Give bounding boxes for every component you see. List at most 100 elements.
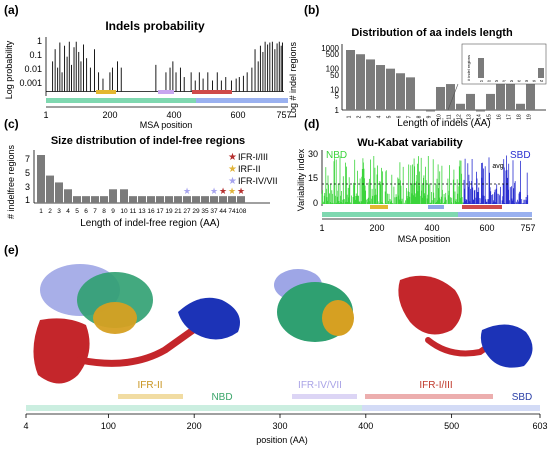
panel-c-bars <box>37 155 245 203</box>
panel-b-xtick: 4 <box>377 115 383 118</box>
panel-c-ytick-7: 7 <box>25 154 30 164</box>
panel-b-ylabel: Log # indel regions <box>288 41 298 118</box>
panel-e-ifr4-label: IFR-IV/VII <box>298 380 342 391</box>
panel-b-xtick: 18 <box>517 114 523 120</box>
panel-d-xtick-1: 1 <box>319 223 324 233</box>
panel-d-xtick-400: 400 <box>424 223 439 233</box>
panel-c-ylabel: # indelfree regions <box>6 144 16 219</box>
panel-c-ytick-3: 3 <box>25 182 30 192</box>
panel-b-inset-xtick: 35 <box>525 79 529 83</box>
panel-b-bar <box>446 84 455 110</box>
panel-c-xtick: 37 <box>210 208 218 215</box>
panel-e-nbd-label: NBD <box>211 392 232 403</box>
panel-c-xtick: 13 <box>138 208 146 215</box>
panel-b-ytick: 1 <box>335 106 340 115</box>
panel-e-tick-label: 200 <box>187 421 202 431</box>
panel-b-xtick: 14 <box>477 114 483 120</box>
panel-b-bar <box>386 68 395 110</box>
panel-b-bar <box>496 79 505 110</box>
panel-b-xtick: 7 <box>407 115 413 118</box>
panel-a-xtick-757: 757 <box>276 110 291 120</box>
panel-c-bar <box>156 196 164 203</box>
panel-b-xtick: 17 <box>507 114 513 120</box>
panel-a-ytick-4: 0.001 <box>19 78 42 88</box>
legend-ifr47-label: IFR-IV/VII <box>238 176 278 186</box>
panel-d-nbd-bar <box>322 212 458 217</box>
panel-a-nbd-bar <box>46 98 196 103</box>
panel-c-xtick: 4 <box>66 208 70 215</box>
panel-c-xtick: 1 <box>39 208 43 215</box>
panel-b-xtick: 2 <box>357 115 363 118</box>
panel-a-xtick-600: 600 <box>230 110 245 120</box>
panel-b-bar <box>466 93 475 110</box>
panel-c-stars: ★ ★ ★ ★ ★ <box>183 186 245 196</box>
panel-c-xtick: 108 <box>236 208 247 215</box>
panel-b-ytick: 50 <box>330 71 339 80</box>
panel-e-ifr1-bar <box>365 394 493 399</box>
structure-3-linker-helix <box>425 335 503 357</box>
panel-c-bar <box>192 196 200 203</box>
panel-a-title: Indels probability <box>105 19 205 33</box>
panel-c-star: ★ <box>183 186 191 196</box>
panel-b-xtick: 6 <box>397 115 403 118</box>
panel-a-ifr4-mark <box>158 90 174 94</box>
panel-c-bar <box>219 196 227 203</box>
panel-e-ticks: 4 100 200 300 400 500 603 <box>23 414 548 431</box>
panel-c-bar <box>73 196 81 203</box>
protein-structure-full <box>33 264 240 384</box>
panel-c-xtick: 10 <box>120 208 128 215</box>
panel-b-inset-xtick: 54 <box>540 79 544 83</box>
protein-structure-sbd <box>398 275 533 368</box>
panel-c: (c) Size distribution of indel-free regi… <box>4 117 278 229</box>
panel-b-xtick: 12 <box>457 114 463 120</box>
panel-b-inset-ylabel: # indel regions <box>466 55 471 81</box>
panel-d-ifr1-mark <box>462 205 502 209</box>
panel-c-xtick: 8 <box>102 208 106 215</box>
structure-1-ifr2-region <box>93 302 137 334</box>
panel-c-ytick-1: 1 <box>25 195 30 205</box>
panel-b-bar <box>346 50 355 110</box>
panel-c-bar <box>129 196 137 203</box>
panel-b-inset-xtick: 36 <box>532 79 536 83</box>
panel-e-ifr2-label: IFR-II <box>138 380 163 391</box>
panel-b-bar <box>366 59 375 110</box>
panel-e-sbd-bar <box>362 405 540 411</box>
panel-b-xtick: 16 <box>497 114 503 120</box>
panel-b-bar <box>436 86 445 110</box>
panel-b-xtick: 9 <box>427 115 433 118</box>
panel-b-bar <box>376 65 385 110</box>
panel-c-bar <box>174 196 182 203</box>
panel-d-series-nbd <box>321 156 464 204</box>
panel-b-xtick: 5 <box>387 115 393 118</box>
panel-b-inset-xtick: 32 <box>517 79 521 83</box>
panel-b-ytick: 500 <box>326 50 340 59</box>
panel-c-xtick: 11 <box>130 208 137 215</box>
panel-c-xtick: 35 <box>201 208 209 215</box>
structure-3-ifr1-sheet <box>398 275 462 335</box>
panel-d: (d) Wu-Kabat variability Variability ind… <box>296 117 536 244</box>
legend-irf2-label: IRF-II <box>238 164 261 174</box>
panel-b-xtick: 19 <box>527 114 533 120</box>
panel-c-legend: ★ IFR-I/III ★ IRF-II ★ IFR-IV/VII <box>228 152 278 187</box>
panel-d-nbd-label: NBD <box>326 150 347 161</box>
panel-e-ifr4-bar <box>292 394 357 399</box>
panel-b-xtick: 1 <box>347 115 353 118</box>
panel-d-avg-label: avg <box>492 163 503 170</box>
panel-c-bar <box>100 196 108 203</box>
protein-structure-nbd <box>274 269 354 342</box>
panel-d-ifr2-mark <box>370 205 388 209</box>
panel-b-inset-xtick: 23 <box>487 79 491 83</box>
panel-b-label: (b) <box>304 3 319 17</box>
panel-c-bar <box>228 196 236 203</box>
structure-1-linker-helix <box>76 314 214 367</box>
panel-b-bar <box>426 110 435 112</box>
panel-c-bar <box>37 155 45 203</box>
panel-b-inset-bar <box>538 68 544 78</box>
panel-b-bars <box>346 50 535 112</box>
panel-e-nbd-bar <box>26 405 362 411</box>
panel-b-xtick: 13 <box>467 114 473 120</box>
panel-d-series-sbd <box>463 155 529 204</box>
panel-c-xlabel: Length of indel-free region (AA) <box>80 218 220 229</box>
legend-star-ifr13: ★ <box>228 152 237 163</box>
panel-e-xlabel: position (AA) <box>256 435 308 445</box>
